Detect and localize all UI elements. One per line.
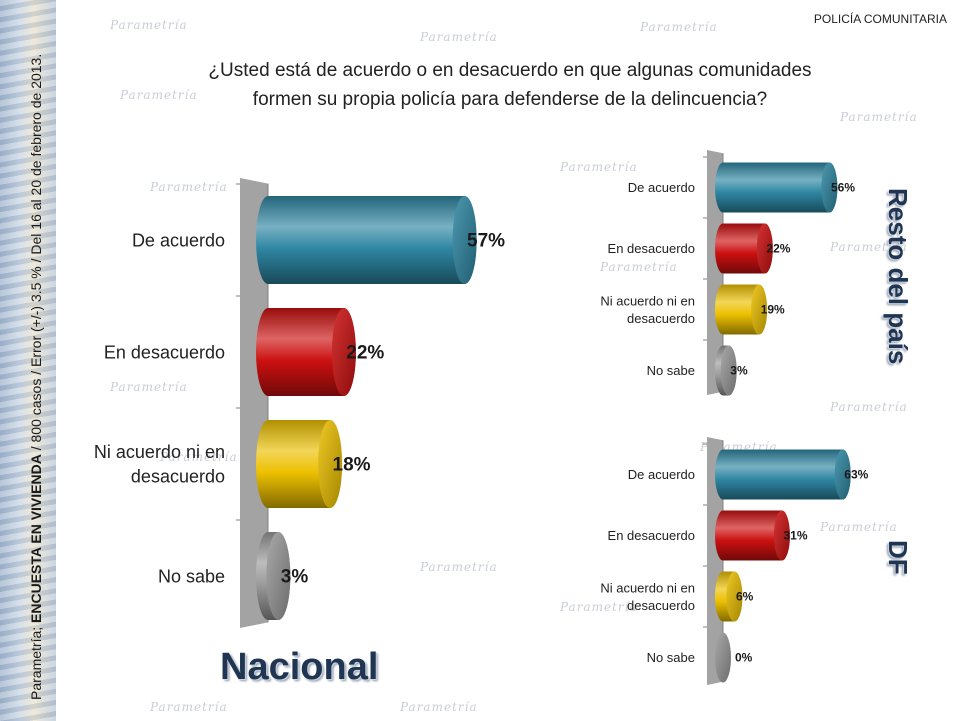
watermark-text: Parametría xyxy=(110,18,188,32)
watermark-text: Parametría xyxy=(840,110,918,124)
bar-cap-en-desacuerdo xyxy=(331,308,356,396)
category-label: desacuerdo xyxy=(131,466,225,486)
bar-cap-ni-acuerdo xyxy=(318,420,343,508)
bar-cap-ni-acuerdo xyxy=(751,284,768,335)
value-label: 0% xyxy=(735,651,753,665)
bar-cap-de-acuerdo xyxy=(834,449,851,500)
watermark-text: Parametría xyxy=(120,88,198,102)
decorative-side-strip xyxy=(0,0,56,721)
chart-2: De acuerdo 63% En desacuerdo 31% Ni acuerdo … xyxy=(600,437,869,685)
question-line-1: ¿Usted está de acuerdo o en desacuerdo e… xyxy=(208,60,812,81)
value-label: 22% xyxy=(346,343,384,364)
bar-cap-en-desacuerdo xyxy=(756,223,773,274)
watermark-text: Parametría xyxy=(830,240,908,254)
bar-de-acuerdo xyxy=(256,196,477,284)
bar-en-desacuerdo xyxy=(256,308,356,396)
bar-cap-en-desacuerdo xyxy=(773,510,790,561)
watermark-text: Parametría xyxy=(110,380,188,394)
value-label: 63% xyxy=(844,468,868,482)
watermark-text: Parametría xyxy=(160,450,238,464)
bar-de-acuerdo xyxy=(715,162,838,213)
category-label: desacuerdo xyxy=(627,311,695,326)
category-label: En desacuerdo xyxy=(104,342,225,362)
question-line-2: formen su propia policía para defenderse… xyxy=(252,89,768,110)
survey-question: ¿Usted está de acuerdo o en desacuerdo e… xyxy=(190,56,830,114)
bar-de-acuerdo xyxy=(715,449,851,500)
value-label: 18% xyxy=(333,455,371,476)
category-label: Ni acuerdo ni en xyxy=(600,580,695,595)
watermark-text: Parametría xyxy=(640,20,718,34)
bar-cap-no-sabe xyxy=(266,532,291,620)
chart-0: De acuerdo 57% En desacuerdo 22% Ni acuerdo … xyxy=(94,178,505,628)
chart-wall xyxy=(707,150,723,395)
category-label: De acuerdo xyxy=(132,230,225,250)
value-label: 3% xyxy=(281,567,309,588)
watermark-text: Parametría xyxy=(400,700,478,714)
category-label: Ni acuerdo ni en xyxy=(94,442,225,462)
category-label: desacuerdo xyxy=(627,598,695,613)
watermark-text: Parametría xyxy=(820,520,898,534)
bar-en-desacuerdo xyxy=(715,510,790,561)
bar-cap-de-acuerdo xyxy=(452,196,477,284)
category-label: De acuerdo xyxy=(628,467,695,482)
watermark-text: Parametría xyxy=(420,30,498,44)
chart-wall xyxy=(707,437,723,685)
category-label: No sabe xyxy=(647,650,695,665)
category-label: De acuerdo xyxy=(628,180,695,195)
bar-cap-de-acuerdo xyxy=(821,162,838,213)
value-label: 6% xyxy=(736,590,754,604)
chart-1: De acuerdo 56% En desacuerdo 22% Ni acuerdo … xyxy=(600,150,855,396)
category-label: Ni acuerdo ni en xyxy=(600,293,695,308)
watermark-text: Parametría xyxy=(420,560,498,574)
value-label: 57% xyxy=(467,231,505,252)
value-label: 31% xyxy=(784,529,808,543)
watermark-text: Parametría xyxy=(830,400,908,414)
category-label: No sabe xyxy=(647,363,695,378)
value-label: 3% xyxy=(730,364,748,378)
watermark-text: Parametría xyxy=(600,260,678,274)
watermark-text: Parametría xyxy=(560,160,638,174)
category-label: En desacuerdo xyxy=(608,241,695,256)
value-label: 22% xyxy=(766,242,790,256)
category-label: No sabe xyxy=(158,566,225,586)
category-label: En desacuerdo xyxy=(608,528,695,543)
bar-cap-no-sabe xyxy=(715,632,731,683)
value-label: 19% xyxy=(761,303,785,317)
chart-wall xyxy=(240,178,268,628)
region-label-nacional: Nacional xyxy=(220,646,379,688)
value-label: 56% xyxy=(831,181,855,195)
watermark-text: Parametría xyxy=(150,180,228,194)
region-label-resto-del-pais: Resto del país xyxy=(883,188,913,365)
watermark-text: Parametría xyxy=(560,600,638,614)
region-label-df: DF xyxy=(883,540,913,575)
watermark-text: Parametría xyxy=(150,700,228,714)
header-tag: POLICÍA COMUNITARIA xyxy=(813,12,947,26)
bar-cap-ni-acuerdo xyxy=(726,571,743,622)
bar-cap-no-sabe xyxy=(720,345,737,396)
